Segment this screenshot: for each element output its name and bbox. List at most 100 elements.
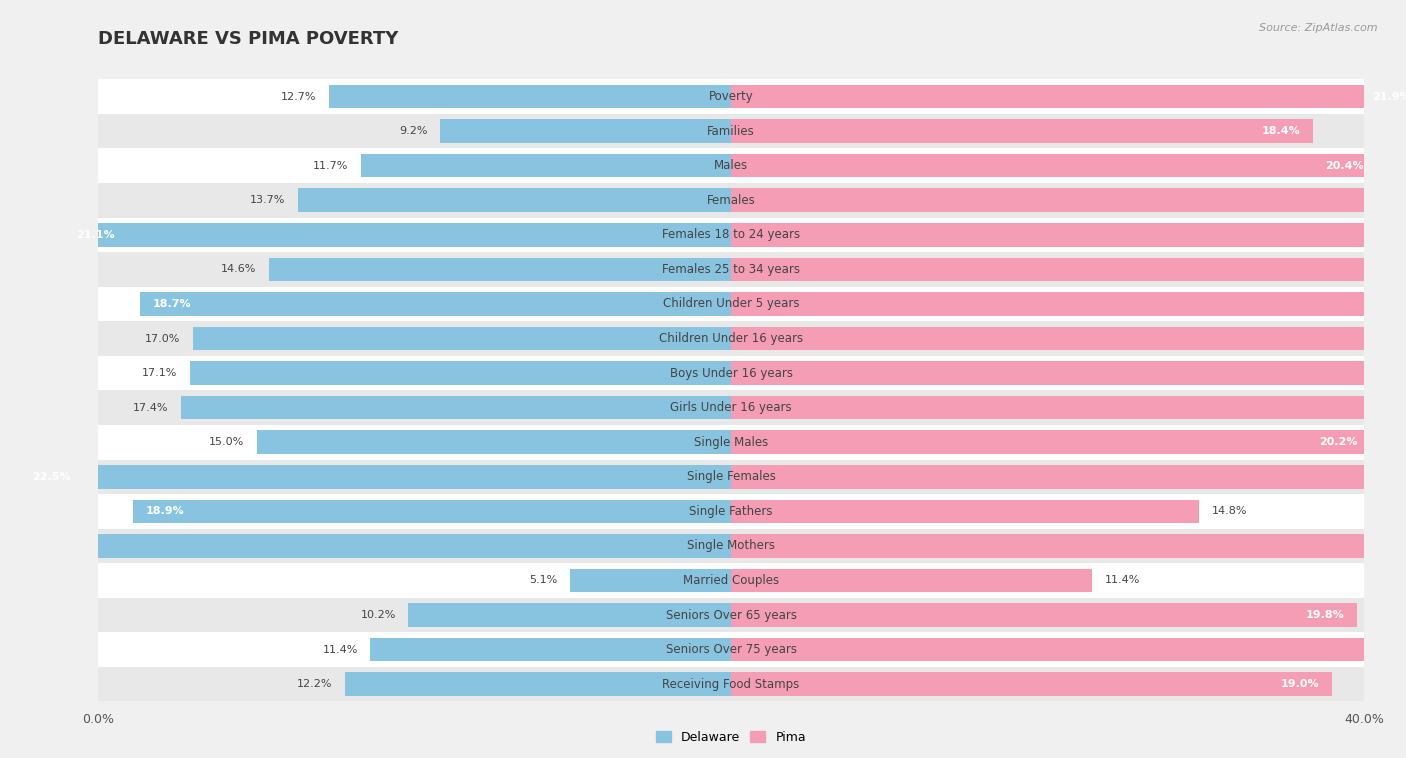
Text: Males: Males bbox=[714, 159, 748, 172]
Bar bbox=[731, 85, 1406, 108]
Bar bbox=[98, 356, 1364, 390]
Text: Poverty: Poverty bbox=[709, 90, 754, 103]
Text: Children Under 5 years: Children Under 5 years bbox=[662, 297, 800, 311]
Bar bbox=[409, 603, 731, 627]
Text: 17.0%: 17.0% bbox=[145, 334, 180, 343]
Text: DELAWARE VS PIMA POVERTY: DELAWARE VS PIMA POVERTY bbox=[98, 30, 399, 49]
Text: 11.4%: 11.4% bbox=[1104, 575, 1140, 585]
Bar bbox=[731, 362, 1406, 385]
Text: Girls Under 16 years: Girls Under 16 years bbox=[671, 401, 792, 414]
Bar bbox=[98, 528, 1364, 563]
Bar bbox=[731, 223, 1406, 246]
Bar bbox=[98, 183, 1364, 218]
Bar bbox=[98, 667, 1364, 701]
Text: 11.7%: 11.7% bbox=[314, 161, 349, 171]
Text: 13.7%: 13.7% bbox=[250, 196, 285, 205]
Text: Seniors Over 65 years: Seniors Over 65 years bbox=[665, 609, 797, 622]
Bar bbox=[731, 292, 1406, 315]
Bar bbox=[98, 321, 1364, 356]
Bar bbox=[731, 638, 1406, 662]
Bar bbox=[731, 431, 1369, 454]
Bar bbox=[731, 500, 1199, 523]
Bar bbox=[329, 85, 731, 108]
Bar bbox=[98, 114, 1364, 149]
Text: Boys Under 16 years: Boys Under 16 years bbox=[669, 367, 793, 380]
Bar bbox=[98, 598, 1364, 632]
Text: 19.8%: 19.8% bbox=[1306, 610, 1344, 620]
Text: 20.2%: 20.2% bbox=[1319, 437, 1358, 447]
Text: 20.4%: 20.4% bbox=[1326, 161, 1364, 171]
Text: 12.2%: 12.2% bbox=[297, 679, 333, 689]
Bar bbox=[346, 672, 731, 696]
Bar bbox=[569, 568, 731, 592]
Text: Single Females: Single Females bbox=[686, 470, 776, 484]
Bar bbox=[298, 189, 731, 212]
Text: 11.4%: 11.4% bbox=[322, 644, 357, 655]
Text: 21.1%: 21.1% bbox=[76, 230, 115, 240]
Bar bbox=[98, 390, 1364, 425]
Bar bbox=[98, 563, 1364, 598]
Bar bbox=[731, 258, 1406, 281]
Bar bbox=[257, 431, 731, 454]
Bar bbox=[731, 154, 1376, 177]
Text: Single Males: Single Males bbox=[695, 436, 768, 449]
Text: 5.1%: 5.1% bbox=[529, 575, 557, 585]
Text: 15.0%: 15.0% bbox=[208, 437, 245, 447]
Bar bbox=[134, 500, 731, 523]
Bar bbox=[371, 638, 731, 662]
Bar bbox=[731, 672, 1333, 696]
Text: 22.5%: 22.5% bbox=[32, 471, 70, 482]
Legend: Delaware, Pima: Delaware, Pima bbox=[651, 726, 811, 749]
Text: 21.9%: 21.9% bbox=[1372, 92, 1406, 102]
Bar bbox=[361, 154, 731, 177]
Text: 18.7%: 18.7% bbox=[152, 299, 191, 309]
Bar bbox=[98, 425, 1364, 459]
Bar bbox=[98, 149, 1364, 183]
Bar bbox=[731, 534, 1406, 558]
Bar bbox=[194, 327, 731, 350]
Text: 17.1%: 17.1% bbox=[142, 368, 177, 378]
Bar bbox=[731, 465, 1406, 489]
Text: Females: Females bbox=[707, 194, 755, 207]
Bar bbox=[98, 80, 1364, 114]
Bar bbox=[731, 327, 1406, 350]
Bar bbox=[731, 568, 1091, 592]
Bar bbox=[98, 494, 1364, 528]
Text: Females 25 to 34 years: Females 25 to 34 years bbox=[662, 263, 800, 276]
Bar bbox=[63, 223, 731, 246]
Text: 12.7%: 12.7% bbox=[281, 92, 316, 102]
Text: Children Under 16 years: Children Under 16 years bbox=[659, 332, 803, 345]
Bar bbox=[731, 396, 1406, 419]
Text: Families: Families bbox=[707, 124, 755, 138]
Bar bbox=[731, 189, 1406, 212]
Bar bbox=[731, 119, 1313, 143]
Text: 9.2%: 9.2% bbox=[399, 126, 427, 136]
Bar bbox=[440, 119, 731, 143]
Text: Females 18 to 24 years: Females 18 to 24 years bbox=[662, 228, 800, 241]
Bar bbox=[98, 632, 1364, 667]
Bar bbox=[270, 258, 731, 281]
Bar bbox=[20, 465, 731, 489]
Text: Married Couples: Married Couples bbox=[683, 574, 779, 587]
Bar bbox=[181, 396, 731, 419]
Bar bbox=[98, 252, 1364, 287]
Bar bbox=[190, 362, 731, 385]
Text: Receiving Food Stamps: Receiving Food Stamps bbox=[662, 678, 800, 691]
Bar bbox=[98, 287, 1364, 321]
Text: 18.4%: 18.4% bbox=[1261, 126, 1301, 136]
Bar bbox=[0, 534, 731, 558]
Text: 14.6%: 14.6% bbox=[221, 265, 257, 274]
Bar bbox=[98, 218, 1364, 252]
Bar bbox=[731, 603, 1357, 627]
Text: 18.9%: 18.9% bbox=[146, 506, 184, 516]
Bar bbox=[139, 292, 731, 315]
Text: Single Mothers: Single Mothers bbox=[688, 540, 775, 553]
Bar bbox=[98, 459, 1364, 494]
Text: Single Fathers: Single Fathers bbox=[689, 505, 773, 518]
Text: 10.2%: 10.2% bbox=[360, 610, 396, 620]
Text: Source: ZipAtlas.com: Source: ZipAtlas.com bbox=[1260, 23, 1378, 33]
Text: 14.8%: 14.8% bbox=[1212, 506, 1247, 516]
Text: Seniors Over 75 years: Seniors Over 75 years bbox=[665, 643, 797, 656]
Text: 17.4%: 17.4% bbox=[132, 402, 169, 412]
Text: 19.0%: 19.0% bbox=[1281, 679, 1319, 689]
